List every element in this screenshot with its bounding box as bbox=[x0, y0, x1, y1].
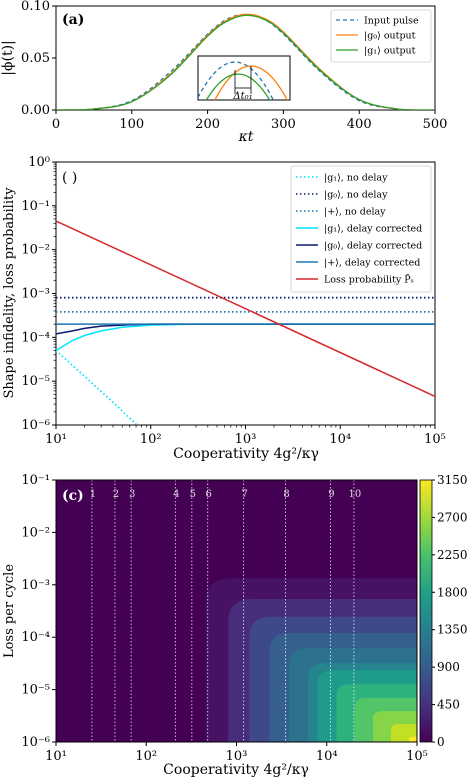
panel-a-inset: Δt₀₁ bbox=[197, 55, 291, 102]
c-ytick-label: 10⁻³ bbox=[21, 578, 50, 593]
cooperativity-marker-label: 1 bbox=[90, 489, 96, 500]
b-ytick-label: 10⁻¹ bbox=[21, 199, 50, 214]
panel-a-xlabel: κt bbox=[238, 129, 254, 145]
colorbar-tick-label: 2250 bbox=[437, 548, 468, 562]
c-ytick-label: 10⁻² bbox=[21, 525, 50, 540]
cooperativity-marker-label: 9 bbox=[328, 489, 334, 500]
b-xtick-label: 10² bbox=[140, 432, 162, 447]
b-ytick-label: 10⁻⁶ bbox=[21, 418, 50, 433]
contour-band bbox=[408, 736, 417, 742]
b-legend-label: |g₁⟩, delay corrected bbox=[324, 224, 422, 235]
colorbar-tick-label: 900 bbox=[437, 660, 460, 674]
panel-b-ylabel: Shape infidelity, loss probability bbox=[2, 187, 17, 399]
panel-c-ylabel: Loss per cycle bbox=[2, 564, 17, 658]
b-xtick-label: 10⁵ bbox=[424, 432, 446, 447]
inset-series-2 bbox=[214, 65, 288, 100]
panel-b-label: ( ) bbox=[62, 170, 77, 186]
a-xtick-label: 400 bbox=[347, 117, 372, 132]
panel-c-xlabel: Cooperativity 4g²/κγ bbox=[163, 762, 309, 778]
series-b-1 bbox=[56, 349, 137, 425]
a-ytick-label: 0.05 bbox=[21, 51, 50, 66]
c-xtick-label: 10¹ bbox=[45, 749, 67, 764]
colorbar bbox=[419, 479, 433, 743]
colorbar-tick-label: 1350 bbox=[437, 623, 468, 637]
panel-b: 10¹ 10² 10³ 10⁴ 10⁵ 10⁻⁶ 10⁻⁵ 10⁻⁴ 10⁻³ 10⁻² 10⁻¹ 1… bbox=[2, 155, 446, 462]
a-legend-label: Input pulse bbox=[364, 16, 419, 27]
panel-b-legend: |g₁⟩, no delay |g₀⟩, no delay |+⟩, no dela… bbox=[290, 165, 432, 293]
b-xtick-label: 10¹ bbox=[45, 432, 67, 447]
series-a-3 bbox=[56, 14, 435, 110]
a-ytick-label: 0.00 bbox=[21, 103, 50, 118]
a-xtick-label: 300 bbox=[271, 117, 296, 132]
colorbar-tick-label: 3150 bbox=[437, 473, 468, 487]
b-legend-label: |g₁⟩, no delay bbox=[324, 173, 388, 184]
cooperativity-marker-label: 5 bbox=[190, 489, 196, 500]
panel-a-label: (a) bbox=[62, 12, 84, 28]
b-legend-label: |g₀⟩, delay corrected bbox=[324, 241, 422, 252]
c-ytick-label: 10⁻⁶ bbox=[21, 735, 50, 750]
c-ytick-label: 10⁻⁵ bbox=[21, 683, 50, 698]
cooperativity-marker-label: 7 bbox=[241, 489, 247, 500]
panel-a: 0 100 200 300 400 500 0.00 0.05 0.10 (a) κt |ϕ(t… bbox=[0, 0, 447, 145]
b-legend-label: |g₀⟩, no delay bbox=[324, 190, 388, 201]
colorbar-tick-label: 450 bbox=[437, 698, 460, 712]
panel-a-legend: Input pulse |g₀⟩ output |g₁⟩ output bbox=[330, 9, 432, 63]
a-legend-label: |g₁⟩ output bbox=[364, 46, 416, 57]
cooperativity-marker-label: 4 bbox=[173, 489, 179, 500]
c-xtick-label: 10⁴ bbox=[316, 749, 338, 764]
b-ytick-label: 10⁻³ bbox=[21, 287, 50, 302]
colorbar-tick-label: 1800 bbox=[437, 585, 468, 599]
b-ytick-label: 10⁻² bbox=[21, 243, 50, 258]
inset-label: Δt₀₁ bbox=[232, 91, 252, 102]
b-xtick-label: 10³ bbox=[235, 432, 257, 447]
b-ytick-label: 10⁰ bbox=[28, 155, 50, 170]
series-b-7 bbox=[56, 220, 435, 398]
c-xtick-label: 10³ bbox=[226, 749, 248, 764]
a-ytick-label: 0.10 bbox=[21, 0, 50, 14]
a-legend-label: |g₀⟩ output bbox=[364, 31, 416, 42]
b-ytick-label: 10⁻⁵ bbox=[21, 374, 50, 389]
b-legend-label: |+⟩, no delay bbox=[324, 207, 386, 218]
a-xtick-label: 200 bbox=[195, 117, 220, 132]
panel-b-xlabel: Cooperativity 4g²/κγ bbox=[173, 446, 319, 462]
cooperativity-marker-label: 8 bbox=[283, 489, 289, 500]
b-xtick-label: 10⁴ bbox=[329, 432, 351, 447]
panel-c-label: (c) bbox=[62, 488, 84, 504]
b-legend-label: |+⟩, delay corrected bbox=[324, 258, 420, 269]
cooperativity-marker-label: 10 bbox=[349, 489, 362, 500]
c-xtick-label: 10² bbox=[135, 749, 157, 764]
inset-series-3 bbox=[205, 73, 271, 100]
b-legend-label: Loss probability P̄ₛ bbox=[324, 274, 414, 286]
c-xtick-label: 10⁵ bbox=[406, 749, 428, 764]
cooperativity-marker-label: 6 bbox=[206, 489, 212, 500]
panel-a-ylabel: |ϕ(t)| bbox=[0, 40, 16, 76]
cooperativity-marker-label: 2 bbox=[113, 489, 119, 500]
series-a-1 bbox=[56, 13, 435, 110]
c-ytick-label: 10⁻¹ bbox=[21, 473, 50, 488]
colorbar-tick-label: 2700 bbox=[437, 510, 468, 524]
cooperativity-marker-label: 3 bbox=[129, 489, 135, 500]
b-ytick-label: 10⁻⁴ bbox=[21, 330, 50, 345]
c-ytick-label: 10⁻⁴ bbox=[21, 630, 50, 645]
panel-c: 1 2 3 4 5 6 7 8 9 10 10¹ 10² 10³ 10⁴ 10⁵ 10⁻⁶ 10⁻⁵ 10⁻⁴ 1… bbox=[2, 473, 468, 778]
a-xtick-label: 100 bbox=[119, 117, 144, 132]
colorbar-tick-label: 0 bbox=[437, 735, 445, 749]
a-xtick-label: 500 bbox=[423, 117, 448, 132]
a-xtick-label: 0 bbox=[52, 117, 60, 132]
